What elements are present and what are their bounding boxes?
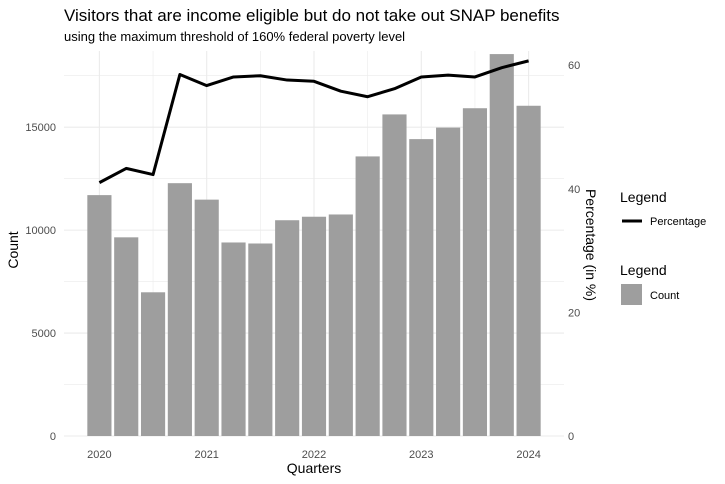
bar	[489, 54, 514, 437]
bar	[516, 105, 541, 436]
bar	[194, 199, 219, 436]
bar	[409, 139, 434, 436]
x-tick-label: 2020	[87, 449, 111, 461]
legend-percentage: Legend Percentage	[620, 189, 706, 228]
y-tick-label: 15000	[25, 122, 56, 134]
y2-tick-label: 60	[568, 60, 580, 72]
bar	[248, 243, 273, 436]
x-tick-label: 2023	[409, 449, 433, 461]
bar	[301, 216, 327, 436]
chart-title: Visitors that are income eligible but do…	[64, 6, 560, 25]
bar	[355, 156, 380, 437]
legend-key-bar	[621, 284, 642, 305]
y2-tick-label: 20	[568, 307, 580, 319]
y2-tick-label: 40	[568, 184, 580, 196]
y-tick-label: 10000	[25, 225, 56, 237]
legend-count: Legend Count	[620, 262, 679, 305]
bar	[275, 220, 300, 436]
legend-title-percentage: Legend	[620, 189, 667, 205]
x-tick-label: 2024	[516, 449, 540, 461]
bar	[436, 127, 461, 437]
bar	[167, 183, 192, 436]
bar	[140, 292, 166, 436]
y-axis-title: Count	[5, 231, 21, 268]
bar	[114, 237, 139, 436]
legend-label-percentage: Percentage	[650, 216, 706, 228]
x-tick-label: 2022	[302, 449, 326, 461]
bar	[87, 195, 112, 436]
line-series	[98, 59, 529, 184]
y2-tick-label: 0	[568, 431, 574, 443]
x-axis-title: Quarters	[287, 460, 341, 476]
bar	[462, 108, 488, 436]
chart-subtitle: using the maximum threshold of 160% fede…	[64, 29, 405, 44]
y2-axis-title: Percentage (in %)	[583, 189, 599, 301]
bar	[221, 242, 246, 436]
axes: 0 5000 10000 15000 0 20 40 60 2020 2021 2022 2023 20…	[25, 60, 580, 461]
x-tick-label: 2021	[194, 449, 218, 461]
legend-title-count: Legend	[620, 262, 667, 278]
bar-series	[87, 54, 541, 437]
y-tick-label: 5000	[32, 328, 56, 340]
bar	[328, 214, 353, 436]
percentage-line	[98, 59, 529, 184]
y-tick-label: 0	[50, 431, 56, 443]
bar	[382, 114, 407, 436]
legend-label-count: Count	[650, 290, 679, 302]
